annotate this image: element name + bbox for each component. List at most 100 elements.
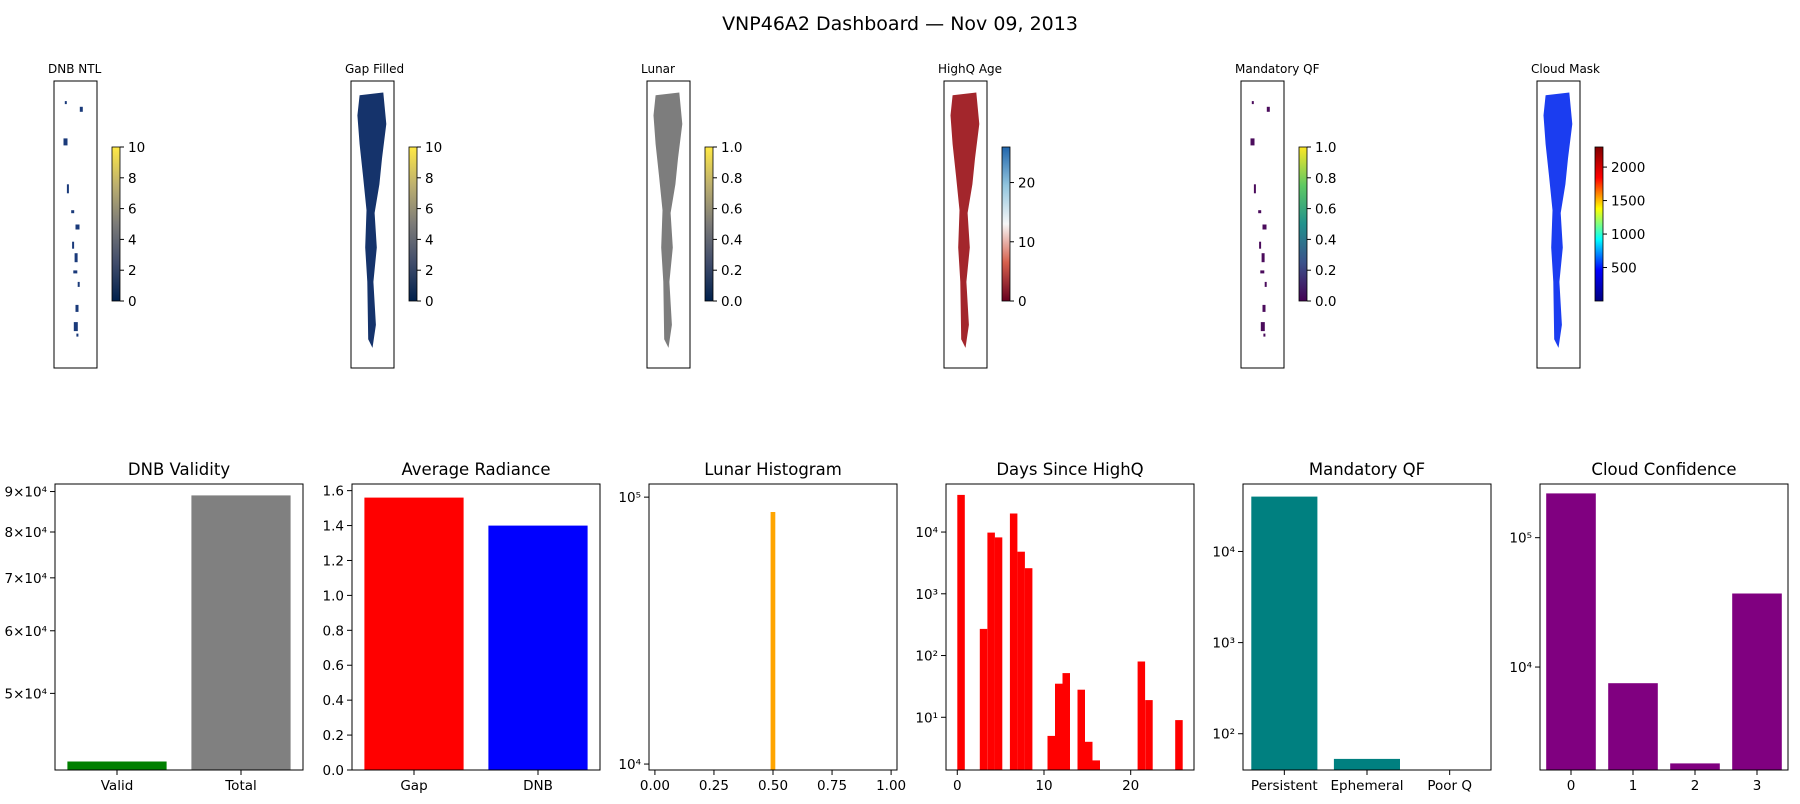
colorbar-dnb-ntl [112, 147, 120, 301]
chart-title: Mandatory QF [1309, 460, 1425, 479]
x-tick-label: 0 [953, 778, 962, 794]
map-pixel [76, 333, 79, 337]
y-tick-label: 1.0 [323, 588, 344, 604]
y-tick-label: 10⁴ [915, 525, 938, 541]
chart-row: DNB Validity Valid Total 5×10⁴ 6×10⁴ 7×10⁴ 8×1… [5, 460, 1789, 794]
x-tick-label: 10 [1035, 778, 1052, 794]
map-pixel [1262, 304, 1266, 312]
x-tick-label: Total [224, 778, 257, 794]
map-frame [53, 80, 98, 369]
hist-bin [1085, 741, 1093, 770]
x-tick-label: Persistent [1251, 778, 1318, 794]
colorbar-tick-label: 1.0 [721, 140, 742, 156]
x-tick-label: 0 [1567, 778, 1576, 794]
axes-frame [54, 483, 304, 771]
colorbar-mandatory-qf [1299, 147, 1307, 301]
colorbar-frame [704, 146, 714, 302]
bar-valid [67, 761, 167, 770]
map-title-lunar: Lunar [641, 62, 675, 76]
chart-mandatory-qf: Mandatory QF Persistent Ephemeral Poor Q 10²… [1212, 460, 1492, 794]
map-pixel [1253, 184, 1256, 194]
colorbar-frame [1298, 146, 1308, 302]
colorbar-highq-age [1002, 147, 1010, 301]
colorbar-tick-label: 0.8 [1315, 171, 1336, 187]
y-tick-label: 0.4 [323, 693, 344, 709]
map-pixel [63, 138, 68, 146]
y-tick-label: 10¹ [915, 710, 938, 726]
colorbar-frame [111, 146, 121, 302]
colorbar-tick-label: 0 [128, 294, 137, 310]
colorbar-tick-label: 0.8 [721, 171, 742, 187]
hist-bin [1092, 760, 1100, 770]
y-tick-label: 0.6 [323, 658, 344, 674]
map-pixel [1261, 253, 1265, 263]
map-title-mandatory-qf: Mandatory QF [1235, 62, 1320, 76]
map-title-dnb-ntl: DNB NTL [48, 62, 102, 76]
map-raster [357, 92, 387, 348]
y-tick-label: 10² [915, 649, 938, 665]
colorbar-tick-label: 10 [425, 140, 442, 156]
bar-persistent [1251, 496, 1318, 770]
y-tick-label: 1.4 [323, 519, 344, 535]
x-tick-label: 2 [1691, 778, 1700, 794]
hist-bin [957, 494, 965, 770]
y-tick-label: 7×10⁴ [5, 571, 48, 587]
chart-title: Lunar Histogram [704, 460, 842, 479]
colorbar-gap-filled [409, 147, 417, 301]
colorbar-tick-label: 0 [1018, 294, 1027, 310]
map-title-cloud-mask: Cloud Mask [1531, 62, 1600, 76]
hist-bin [1009, 513, 1018, 770]
x-tick-label: Gap [400, 778, 427, 794]
y-tick-label: 8×10⁴ [5, 525, 48, 541]
hist-bin [1077, 689, 1085, 770]
map-pixel [1266, 106, 1270, 112]
map-title-highq-age: HighQ Age [938, 62, 1002, 76]
colorbar-tick-label: 1500 [1611, 194, 1645, 210]
map-pixel [1262, 224, 1267, 230]
map-panel-dnb-ntl: DNB NTL 0 2 4 6 8 10 [48, 62, 145, 369]
chart-days-since-highq: Days Since HighQ 0 10 20 10¹ 10² 10³ 10⁴ [915, 460, 1195, 794]
colorbar-tick-label: 1000 [1611, 227, 1645, 243]
x-tick-label: 3 [1753, 778, 1762, 794]
map-frame [350, 80, 395, 369]
y-tick-label: 0.8 [323, 623, 344, 639]
map-pixel [79, 106, 83, 112]
y-tick-label: 0.0 [323, 763, 344, 779]
colorbar-tick-label: 10 [128, 140, 145, 156]
hist-bin [1055, 683, 1063, 770]
map-panel-cloud-mask: Cloud Mask 500 1000 1500 2000 [1531, 62, 1645, 369]
colorbar-tick-label: 2 [128, 263, 137, 279]
x-tick-label: 0.00 [640, 778, 670, 794]
map-pixel [77, 281, 80, 287]
colorbar-tick-label: 0 [425, 294, 434, 310]
colorbar-tick-label: 8 [425, 171, 434, 187]
map-title-gap-filled: Gap Filled [345, 62, 404, 76]
map-panel-lunar: Lunar 0.0 0.2 0.4 0.6 0.8 1.0 [641, 62, 742, 369]
map-pixel [1260, 270, 1265, 274]
colorbar-tick-label: 0.0 [721, 294, 742, 310]
y-tick-label: 10⁴ [1212, 544, 1235, 560]
x-tick-label: 0.75 [817, 778, 847, 794]
hist-bin [979, 628, 988, 770]
x-tick-label: 1 [1629, 778, 1638, 794]
y-tick-label: 9×10⁴ [5, 485, 48, 501]
map-pixel [71, 210, 75, 214]
colorbar-tick-label: 0.6 [721, 202, 742, 218]
colorbar-tick-label: 0.0 [1315, 294, 1336, 310]
hist-bin [1047, 735, 1055, 770]
y-tick-label: 10⁵ [618, 490, 641, 506]
hist-bin [1024, 568, 1033, 770]
colorbar-tick-label: 6 [128, 202, 137, 218]
y-tick-label: 5×10⁴ [5, 686, 48, 702]
hist-bin [994, 537, 1003, 770]
colorbar-tick-label: 2000 [1611, 160, 1645, 176]
hist-bin [770, 512, 776, 770]
map-pixel [73, 322, 78, 332]
colorbar-tick-label: 4 [425, 232, 434, 248]
hist-bin [1137, 661, 1146, 770]
map-pixel [1264, 281, 1267, 287]
chart-dnb-validity: DNB Validity Valid Total 5×10⁴ 6×10⁴ 7×10⁴ 8×1… [5, 460, 304, 794]
axes-frame [1242, 483, 1492, 771]
map-pixel [74, 253, 78, 263]
